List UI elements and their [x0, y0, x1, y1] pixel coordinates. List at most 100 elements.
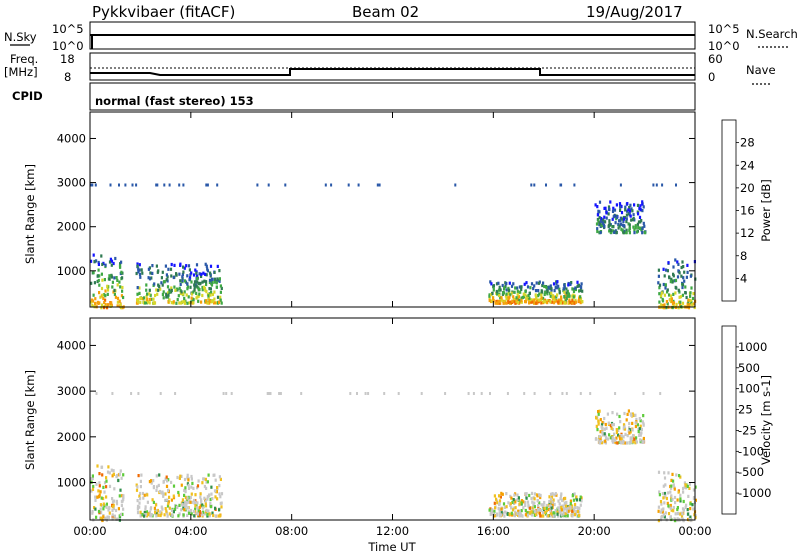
- echo-cell: [539, 514, 542, 518]
- echo-cell: [617, 226, 620, 230]
- echo-cell: [472, 392, 475, 395]
- echo-cell: [574, 502, 577, 507]
- echo-cell: [155, 288, 158, 292]
- echo-cell: [620, 436, 623, 440]
- echo-cell: [519, 290, 522, 294]
- echo-cell: [183, 266, 186, 270]
- echo-cell: [118, 183, 120, 187]
- echo-cell: [149, 507, 152, 511]
- echo-cell: [533, 183, 536, 187]
- echo-cell: [539, 508, 542, 512]
- echo-cell: [538, 501, 541, 505]
- echo-cell: [660, 303, 663, 307]
- echo-cell: [604, 441, 607, 445]
- echo-cell: [545, 286, 548, 290]
- echo-cell: [111, 505, 114, 509]
- echo-cell: [692, 507, 695, 511]
- echo-cell: [558, 509, 561, 513]
- echo-cell: [598, 440, 601, 445]
- echo-cell: [121, 285, 124, 290]
- echo-region: [488, 491, 583, 518]
- echo-cell: [164, 477, 167, 481]
- echo-cell: [681, 285, 684, 290]
- echo-cell: [663, 471, 666, 475]
- echo-cell: [140, 473, 143, 477]
- echo-cell: [628, 226, 631, 230]
- echo-cell: [525, 281, 528, 285]
- echo-cell: [196, 512, 199, 516]
- echo-cell: [624, 441, 627, 445]
- echo-cell: [166, 275, 169, 279]
- echo-cell: [563, 295, 566, 299]
- echo-cell: [605, 216, 608, 220]
- echo-cell: [668, 293, 671, 297]
- echo-cell: [604, 220, 607, 224]
- echo-cell: [674, 258, 677, 262]
- echo-cell: [677, 511, 680, 515]
- echo-cell: [622, 423, 626, 427]
- echo-cell: [516, 298, 519, 302]
- echo-cell: [496, 301, 499, 305]
- echo-cell: [105, 505, 108, 509]
- echo-cell: [608, 433, 611, 437]
- echo-cell: [187, 500, 190, 504]
- echo-cell: [598, 210, 601, 214]
- echo-cell: [626, 412, 629, 416]
- echo-cell: [168, 290, 171, 294]
- echo-cell: [98, 481, 101, 485]
- echo-cell: [204, 288, 207, 292]
- echo-cell: [689, 274, 692, 278]
- echo-cell: [546, 514, 549, 518]
- echo-cell: [116, 300, 119, 304]
- echo-cell: [108, 277, 111, 281]
- echo-cell: [205, 264, 208, 268]
- echo-cell: [97, 278, 100, 283]
- echo-cell: [284, 183, 287, 187]
- echo-cell: [608, 207, 611, 211]
- echo-cell: [120, 306, 123, 310]
- echo-cell: [641, 202, 644, 206]
- echo-cell: [173, 263, 176, 267]
- echo-cell: [209, 287, 212, 291]
- echo-cell: [579, 284, 582, 289]
- echo-cell: [209, 501, 212, 505]
- echo-cell: [156, 292, 159, 296]
- echo-cell: [551, 492, 554, 496]
- echo-cell: [625, 231, 628, 235]
- echo-cell: [660, 294, 663, 298]
- colorbar-tick-label: -25: [738, 423, 757, 437]
- echo-cell: [117, 507, 120, 511]
- echo-cell: [203, 512, 207, 516]
- echo-cell: [622, 231, 625, 235]
- echo-cell: [196, 484, 200, 488]
- echo-cell: [165, 292, 168, 296]
- echo-cell: [149, 293, 152, 297]
- echo-cell: [631, 421, 634, 425]
- echo-cell: [573, 513, 577, 517]
- echo-cell: [606, 412, 609, 416]
- echo-cell: [553, 298, 556, 302]
- echo-cell: [94, 297, 97, 301]
- echo-cell: [139, 513, 142, 517]
- echo-cell: [135, 271, 138, 276]
- echo-cell: [138, 286, 141, 290]
- echo-cell: [532, 503, 535, 508]
- echo-cell: [537, 503, 540, 507]
- echo-cell: [516, 293, 519, 297]
- echo-cell: [525, 492, 528, 496]
- echo-cell: [193, 280, 197, 284]
- echo-cell: [179, 262, 182, 266]
- echo-cell: [533, 298, 536, 302]
- echo-cell: [189, 273, 192, 277]
- echo-cell: [542, 296, 545, 300]
- echo-cell: [694, 485, 697, 489]
- echo-cell: [172, 510, 175, 514]
- echo-cell: [194, 268, 197, 272]
- echo-cell: [596, 229, 599, 234]
- echo-cell: [529, 300, 532, 304]
- echo-cell: [480, 392, 483, 395]
- echo-cell: [672, 505, 675, 510]
- echo-cell: [204, 504, 208, 508]
- echo-cell: [549, 392, 552, 395]
- echo-cell: [98, 283, 101, 287]
